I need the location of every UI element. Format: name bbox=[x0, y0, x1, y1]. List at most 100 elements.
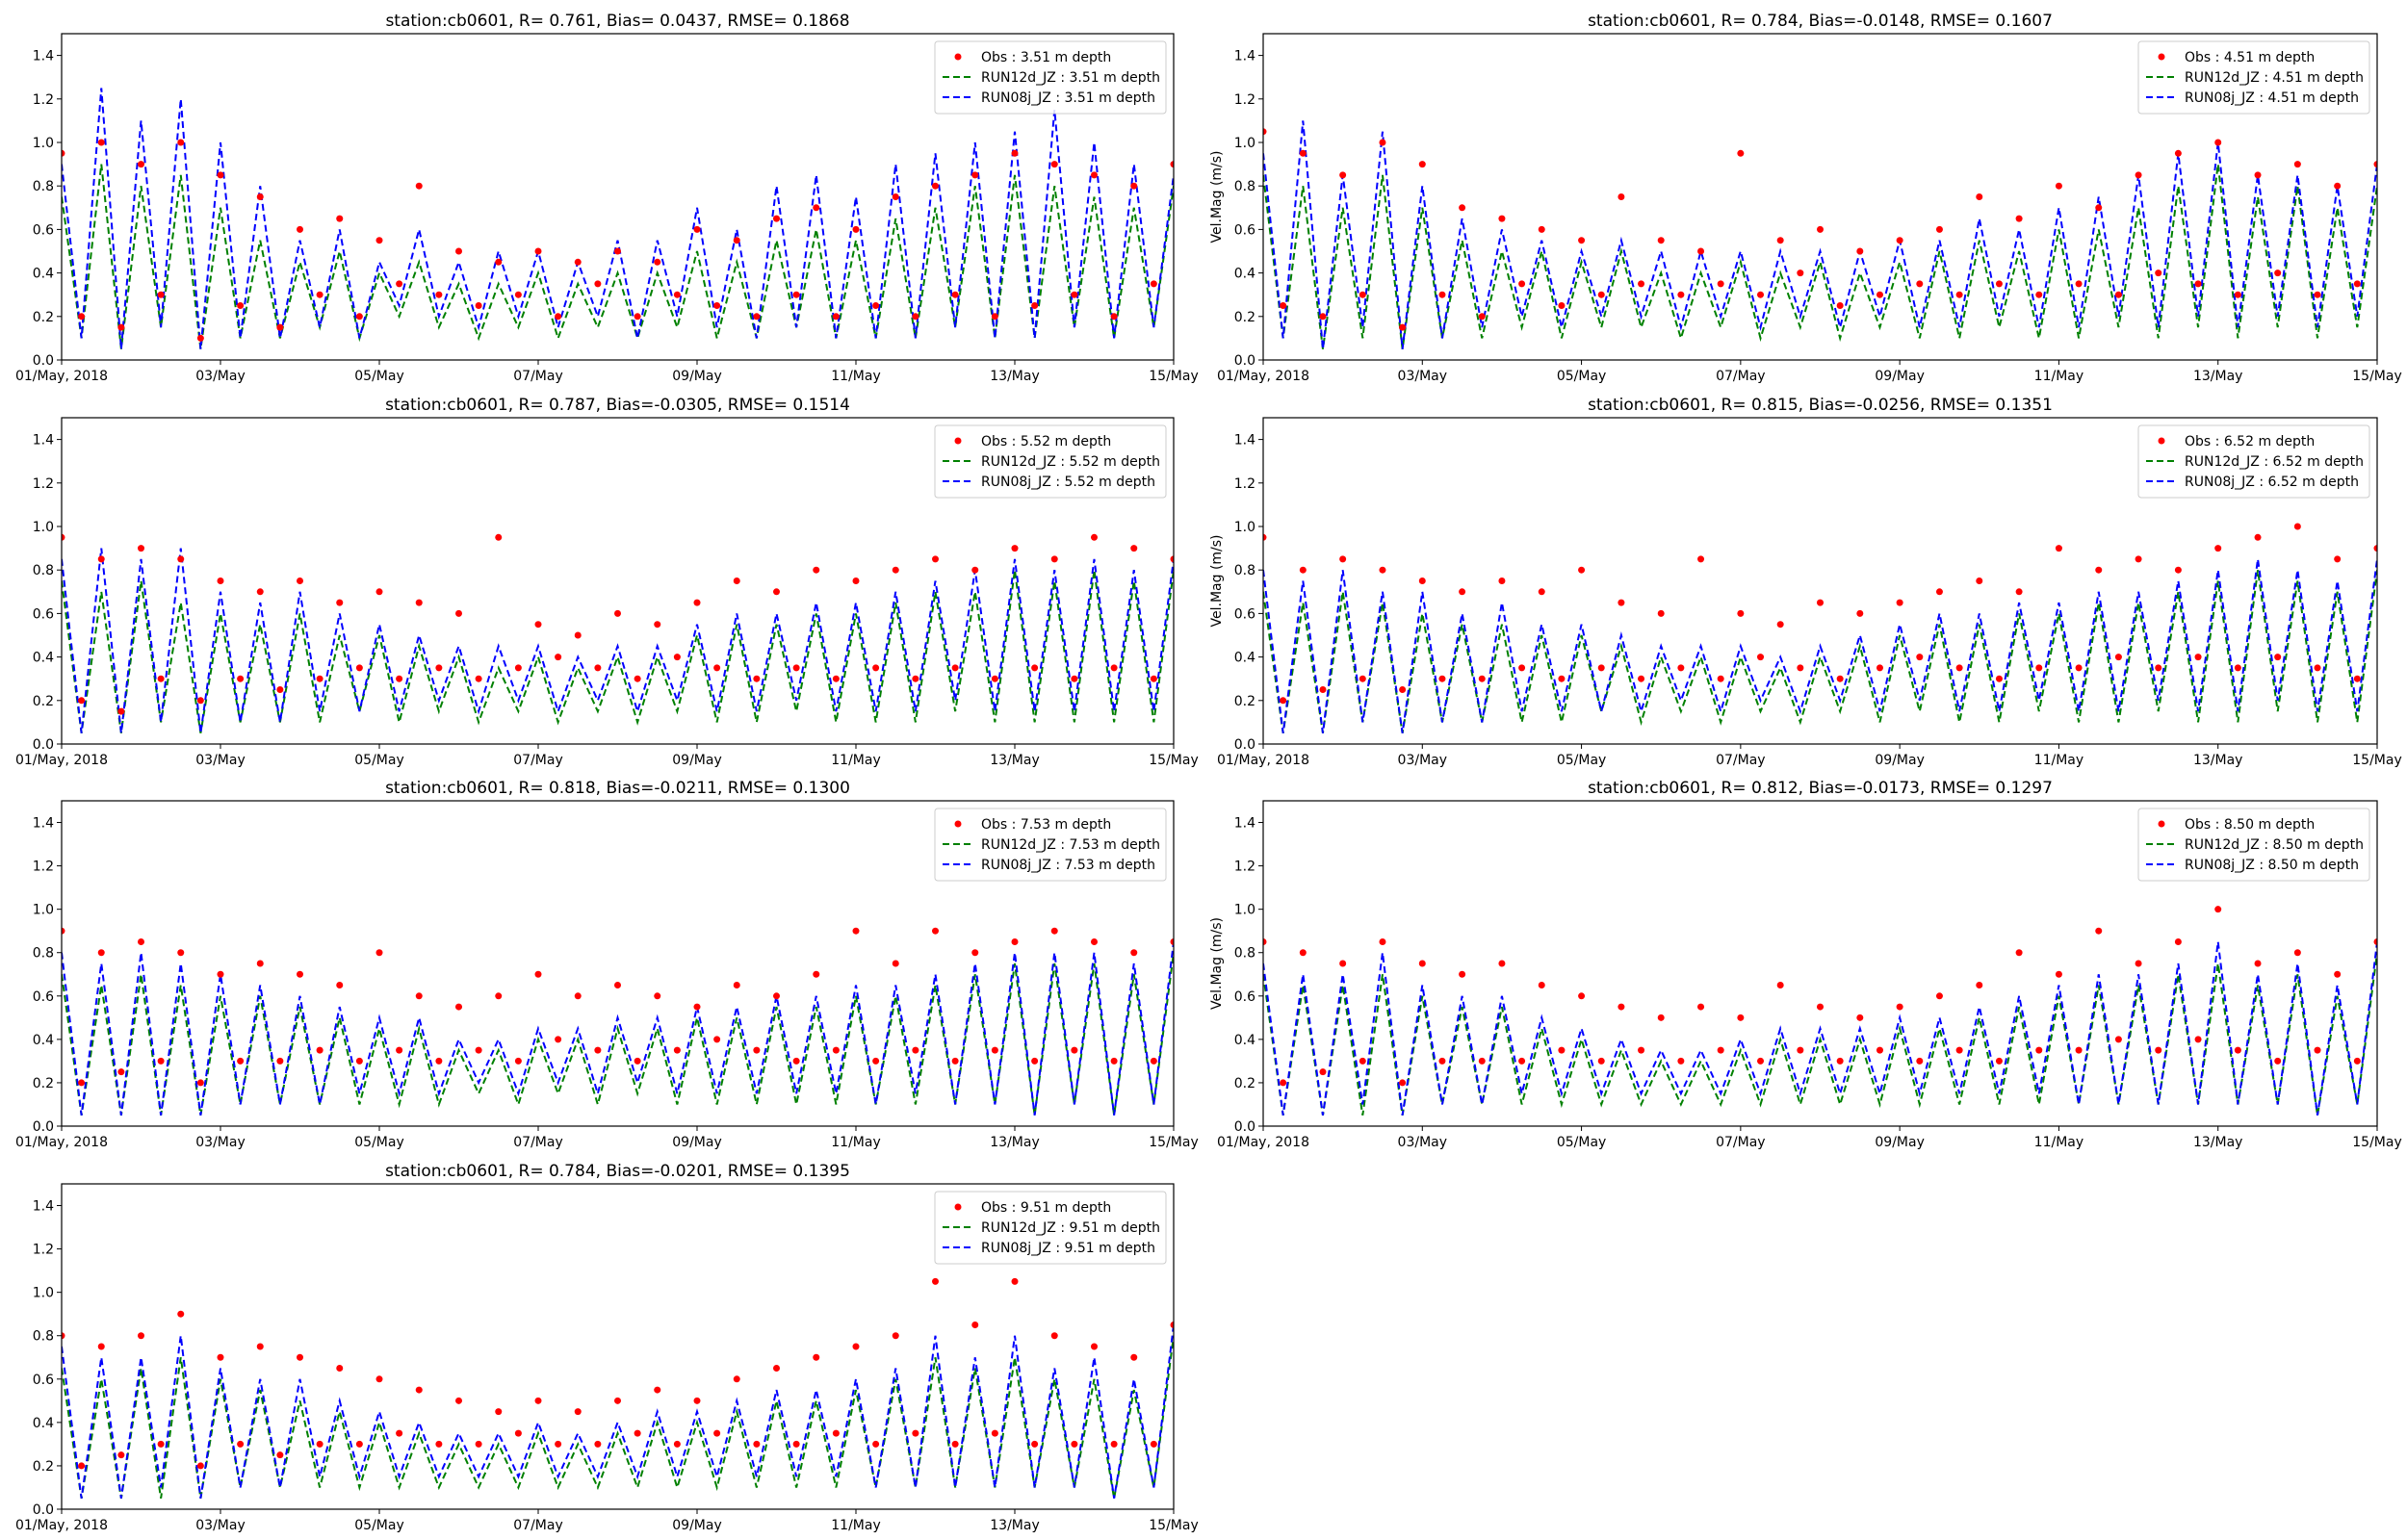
obs-point bbox=[297, 578, 303, 584]
y-tick-label: 1.2 bbox=[33, 1243, 54, 1258]
obs-point bbox=[1717, 1046, 1724, 1054]
obs-point bbox=[355, 1440, 363, 1448]
y-tick-label: 1.4 bbox=[1234, 49, 1255, 64]
obs-point bbox=[1498, 960, 1506, 967]
obs-point bbox=[1130, 182, 1138, 190]
obs-point bbox=[2334, 555, 2342, 563]
y-tick-label: 1.4 bbox=[33, 816, 54, 832]
legend-label: RUN08j_JZ : 4.51 m depth bbox=[2185, 90, 2359, 106]
obs-point bbox=[773, 588, 780, 596]
obs-point bbox=[1677, 1057, 1685, 1065]
legend-label: RUN08j_JZ : 8.50 m depth bbox=[2185, 858, 2359, 873]
obs-point bbox=[1418, 161, 1426, 168]
model-line bbox=[62, 1324, 1174, 1499]
obs-point bbox=[276, 1451, 284, 1459]
obs-point bbox=[1339, 171, 1347, 179]
obs-point bbox=[892, 193, 899, 200]
y-tick-label: 1.4 bbox=[1234, 433, 1255, 449]
obs-point bbox=[97, 949, 105, 957]
obs-point bbox=[813, 1353, 820, 1361]
y-tick-label: 0.8 bbox=[1234, 179, 1255, 194]
obs-point bbox=[872, 1057, 880, 1065]
obs-point bbox=[396, 280, 403, 288]
obs-point bbox=[396, 1429, 403, 1437]
obs-point bbox=[912, 1429, 919, 1437]
obs-point bbox=[1817, 1003, 1824, 1011]
x-tick-label: 03/May bbox=[195, 1135, 245, 1150]
obs-point bbox=[912, 313, 919, 321]
obs-point bbox=[1130, 949, 1138, 957]
y-tick-label: 0.6 bbox=[1234, 222, 1255, 238]
x-tick-label: 09/May bbox=[1875, 369, 1924, 384]
subplot: 0.0 0.2 0.4 0.6 0.8 1.0 1.2 1.4 01/May, 2018 03/M… bbox=[1209, 396, 2402, 768]
obs-point bbox=[117, 707, 125, 715]
obs-point bbox=[2254, 960, 2262, 967]
y-tick-label: 0.8 bbox=[33, 179, 54, 194]
obs-point bbox=[574, 631, 582, 639]
obs-point bbox=[892, 1332, 899, 1340]
legend-label: RUN08j_JZ : 5.52 m depth bbox=[981, 475, 1155, 490]
model-line bbox=[1263, 941, 2377, 1116]
obs-point bbox=[1418, 960, 1426, 967]
obs-point bbox=[1817, 599, 1824, 606]
obs-point bbox=[2353, 675, 2361, 682]
obs-point bbox=[1916, 1057, 1924, 1065]
legend-marker bbox=[2158, 820, 2165, 828]
obs-point bbox=[912, 1046, 919, 1054]
obs-point bbox=[1737, 1014, 1745, 1021]
obs-point bbox=[1339, 555, 1347, 563]
obs-point bbox=[2194, 280, 2202, 288]
legend-label: RUN12d_JZ : 5.52 m depth bbox=[981, 454, 1160, 470]
obs-point bbox=[196, 334, 204, 342]
model-line bbox=[1263, 558, 2377, 733]
obs-point bbox=[1657, 1014, 1665, 1021]
obs-point bbox=[1091, 1343, 1098, 1350]
obs-point bbox=[1418, 578, 1426, 584]
x-tick-label: 03/May bbox=[195, 369, 245, 384]
obs-point bbox=[1071, 291, 1078, 298]
obs-point bbox=[2293, 161, 2301, 168]
obs-point bbox=[892, 566, 899, 574]
obs-point bbox=[396, 1046, 403, 1054]
obs-point bbox=[1031, 1057, 1039, 1065]
obs-point bbox=[932, 1277, 939, 1285]
obs-point bbox=[753, 313, 761, 321]
obs-point bbox=[97, 139, 105, 146]
subplot: 0.0 0.2 0.4 0.6 0.8 1.0 1.2 1.4 01/May, 2018 03/M… bbox=[15, 12, 1199, 384]
obs-point bbox=[1578, 566, 1586, 574]
obs-point bbox=[1776, 237, 1784, 244]
x-tick-label: 13/May bbox=[990, 1135, 1039, 1150]
obs-point bbox=[1170, 555, 1174, 563]
obs-point bbox=[2353, 1057, 2361, 1065]
obs-point bbox=[276, 686, 284, 693]
obs-point bbox=[1797, 664, 1804, 672]
obs-point bbox=[1319, 1068, 1327, 1076]
x-tick-label: 15/May bbox=[2352, 369, 2401, 384]
obs-point bbox=[574, 992, 582, 1000]
obs-point bbox=[1091, 533, 1098, 541]
obs-point bbox=[534, 621, 542, 629]
x-tick-label: 13/May bbox=[990, 753, 1039, 768]
obs-point bbox=[1150, 675, 1157, 682]
obs-point bbox=[1011, 545, 1019, 552]
chart-title: station:cb0601, R= 0.761, Bias= 0.0437, … bbox=[385, 12, 849, 31]
obs-point bbox=[1797, 1046, 1804, 1054]
obs-point bbox=[1935, 588, 1943, 596]
obs-point bbox=[673, 1046, 681, 1054]
x-tick-label: 05/May bbox=[1557, 1135, 1606, 1150]
x-tick-label: 05/May bbox=[354, 1518, 403, 1533]
obs-point bbox=[217, 970, 224, 978]
obs-point bbox=[297, 970, 303, 978]
obs-point bbox=[991, 675, 998, 682]
plot-marks bbox=[62, 927, 1174, 1116]
obs-point bbox=[2155, 1046, 2162, 1054]
y-tick-label: 0.0 bbox=[33, 737, 54, 753]
obs-point bbox=[614, 982, 621, 989]
obs-point bbox=[792, 1057, 800, 1065]
y-tick-label: 1.0 bbox=[1234, 903, 1255, 918]
legend-label: Obs : 3.51 m depth bbox=[981, 50, 1111, 65]
obs-point bbox=[574, 1408, 582, 1416]
y-tick-label: 1.0 bbox=[1234, 136, 1255, 151]
obs-point bbox=[1399, 686, 1407, 693]
y-tick-label: 1.2 bbox=[1234, 860, 1255, 875]
